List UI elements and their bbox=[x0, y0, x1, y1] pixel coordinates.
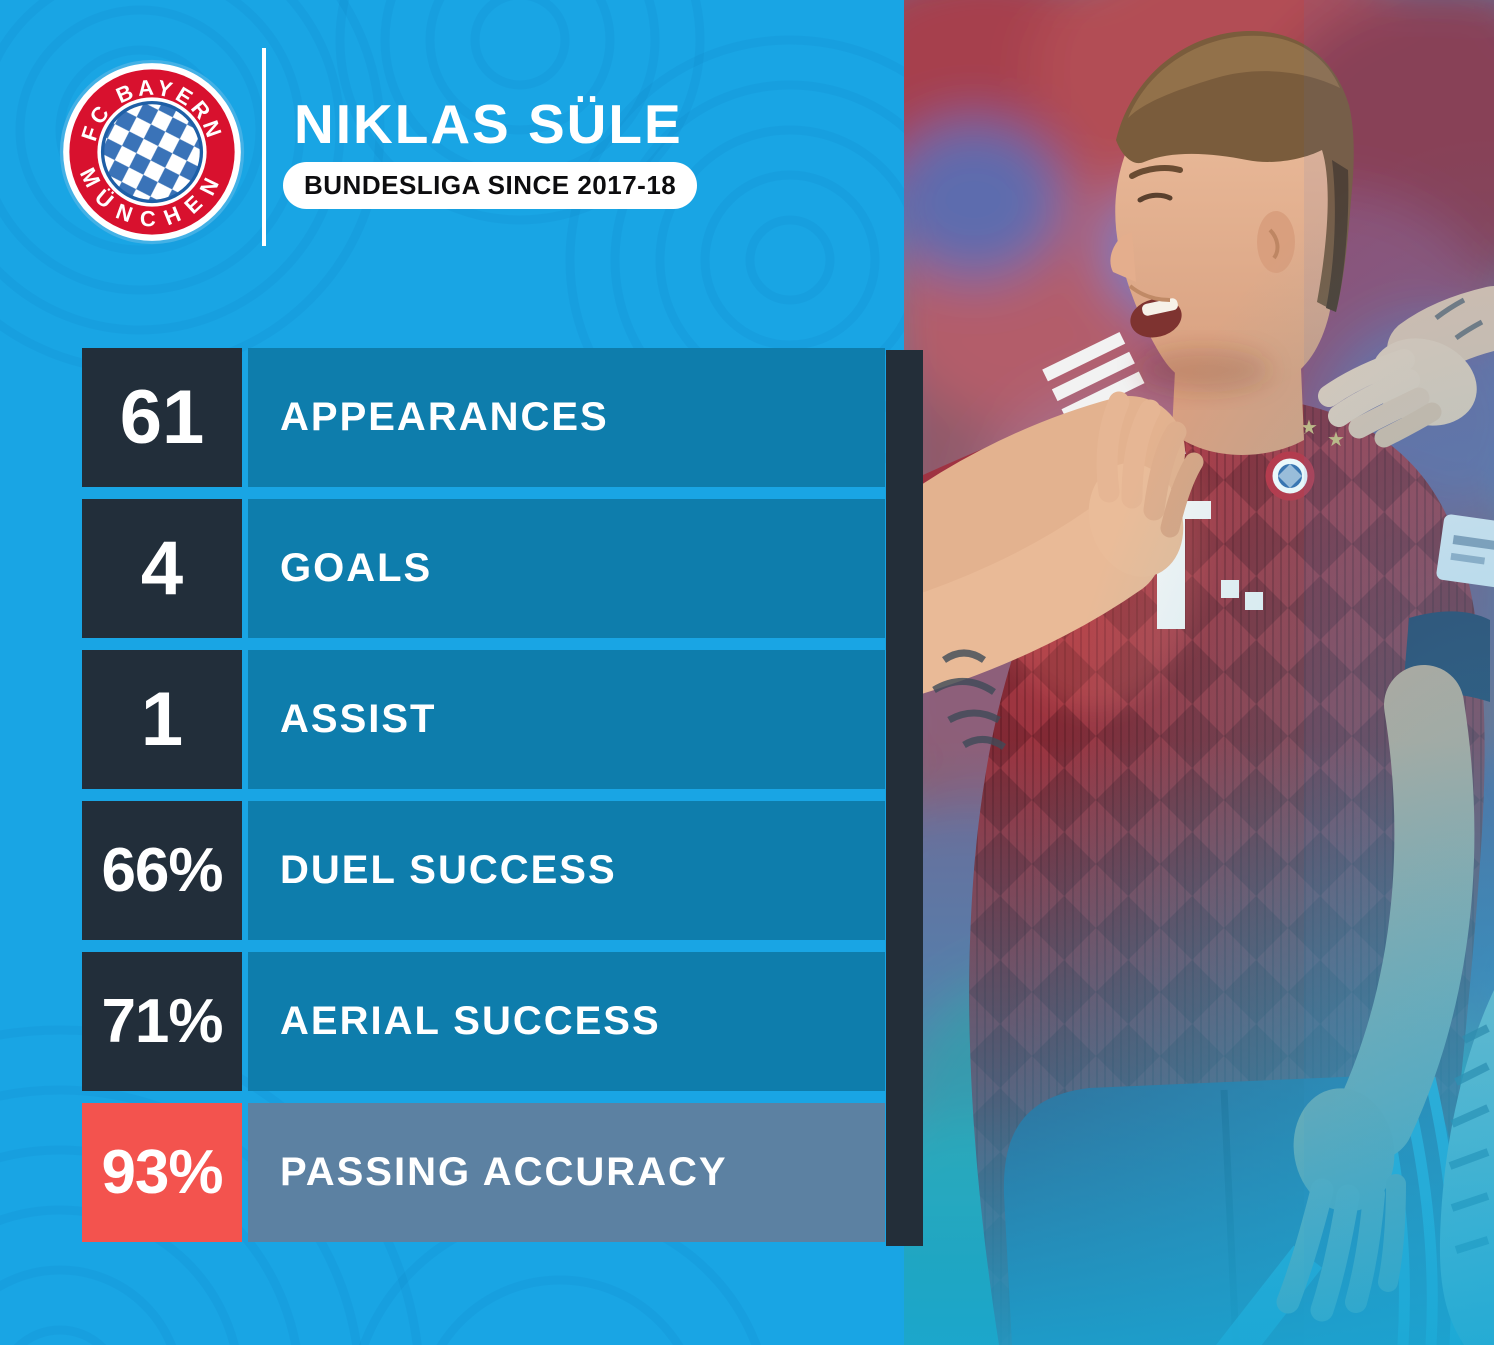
stat-bar: APPEARANCES bbox=[248, 348, 885, 487]
stat-label: PASSING ACCURACY bbox=[280, 1150, 728, 1194]
stat-label: GOALS bbox=[280, 546, 433, 590]
stat-bar: GOALS bbox=[248, 499, 885, 638]
stat-bar: AERIAL SUCCESS bbox=[248, 952, 885, 1091]
stat-value: 4 bbox=[82, 499, 242, 638]
stat-row-appearances: 61 APPEARANCES bbox=[82, 348, 885, 487]
stat-bar: DUEL SUCCESS bbox=[248, 801, 885, 940]
stat-label: APPEARANCES bbox=[280, 395, 609, 439]
stat-value: 93% bbox=[82, 1103, 242, 1242]
stat-bar: ASSIST bbox=[248, 650, 885, 789]
stat-row-aerial-success: 71% AERIAL SUCCESS bbox=[82, 952, 885, 1091]
stat-bar: PASSING ACCURACY bbox=[248, 1103, 885, 1242]
stat-row-assist: 1 ASSIST bbox=[82, 650, 885, 789]
header: FC BAYERN MÜNCHEN NIKLAS SÜLE BUNDESLIGA… bbox=[0, 0, 904, 330]
stat-row-goals: 4 GOALS bbox=[82, 499, 885, 638]
stat-value: 66% bbox=[82, 801, 242, 940]
header-divider bbox=[262, 48, 266, 246]
stat-label: DUEL SUCCESS bbox=[280, 848, 617, 892]
subtitle-pill: BUNDESLIGA SINCE 2017-18 bbox=[283, 162, 698, 209]
stats-spine-strip bbox=[886, 350, 923, 1246]
stat-value: 71% bbox=[82, 952, 242, 1091]
stat-row-passing-accuracy: 93% PASSING ACCURACY bbox=[82, 1103, 885, 1242]
stat-value: 1 bbox=[82, 650, 242, 789]
fc-bayern-badge-icon: FC BAYERN MÜNCHEN bbox=[59, 59, 245, 245]
subtitle-text: BUNDESLIGA SINCE 2017-18 bbox=[304, 170, 677, 200]
stat-row-duel-success: 66% DUEL SUCCESS bbox=[82, 801, 885, 940]
stat-label: AERIAL SUCCESS bbox=[280, 999, 661, 1043]
stat-label: ASSIST bbox=[280, 697, 437, 741]
stat-value: 61 bbox=[82, 348, 242, 487]
page-title: NIKLAS SÜLE bbox=[294, 93, 683, 155]
player-photo: ★ ★ ★ ★ bbox=[904, 0, 1494, 1345]
